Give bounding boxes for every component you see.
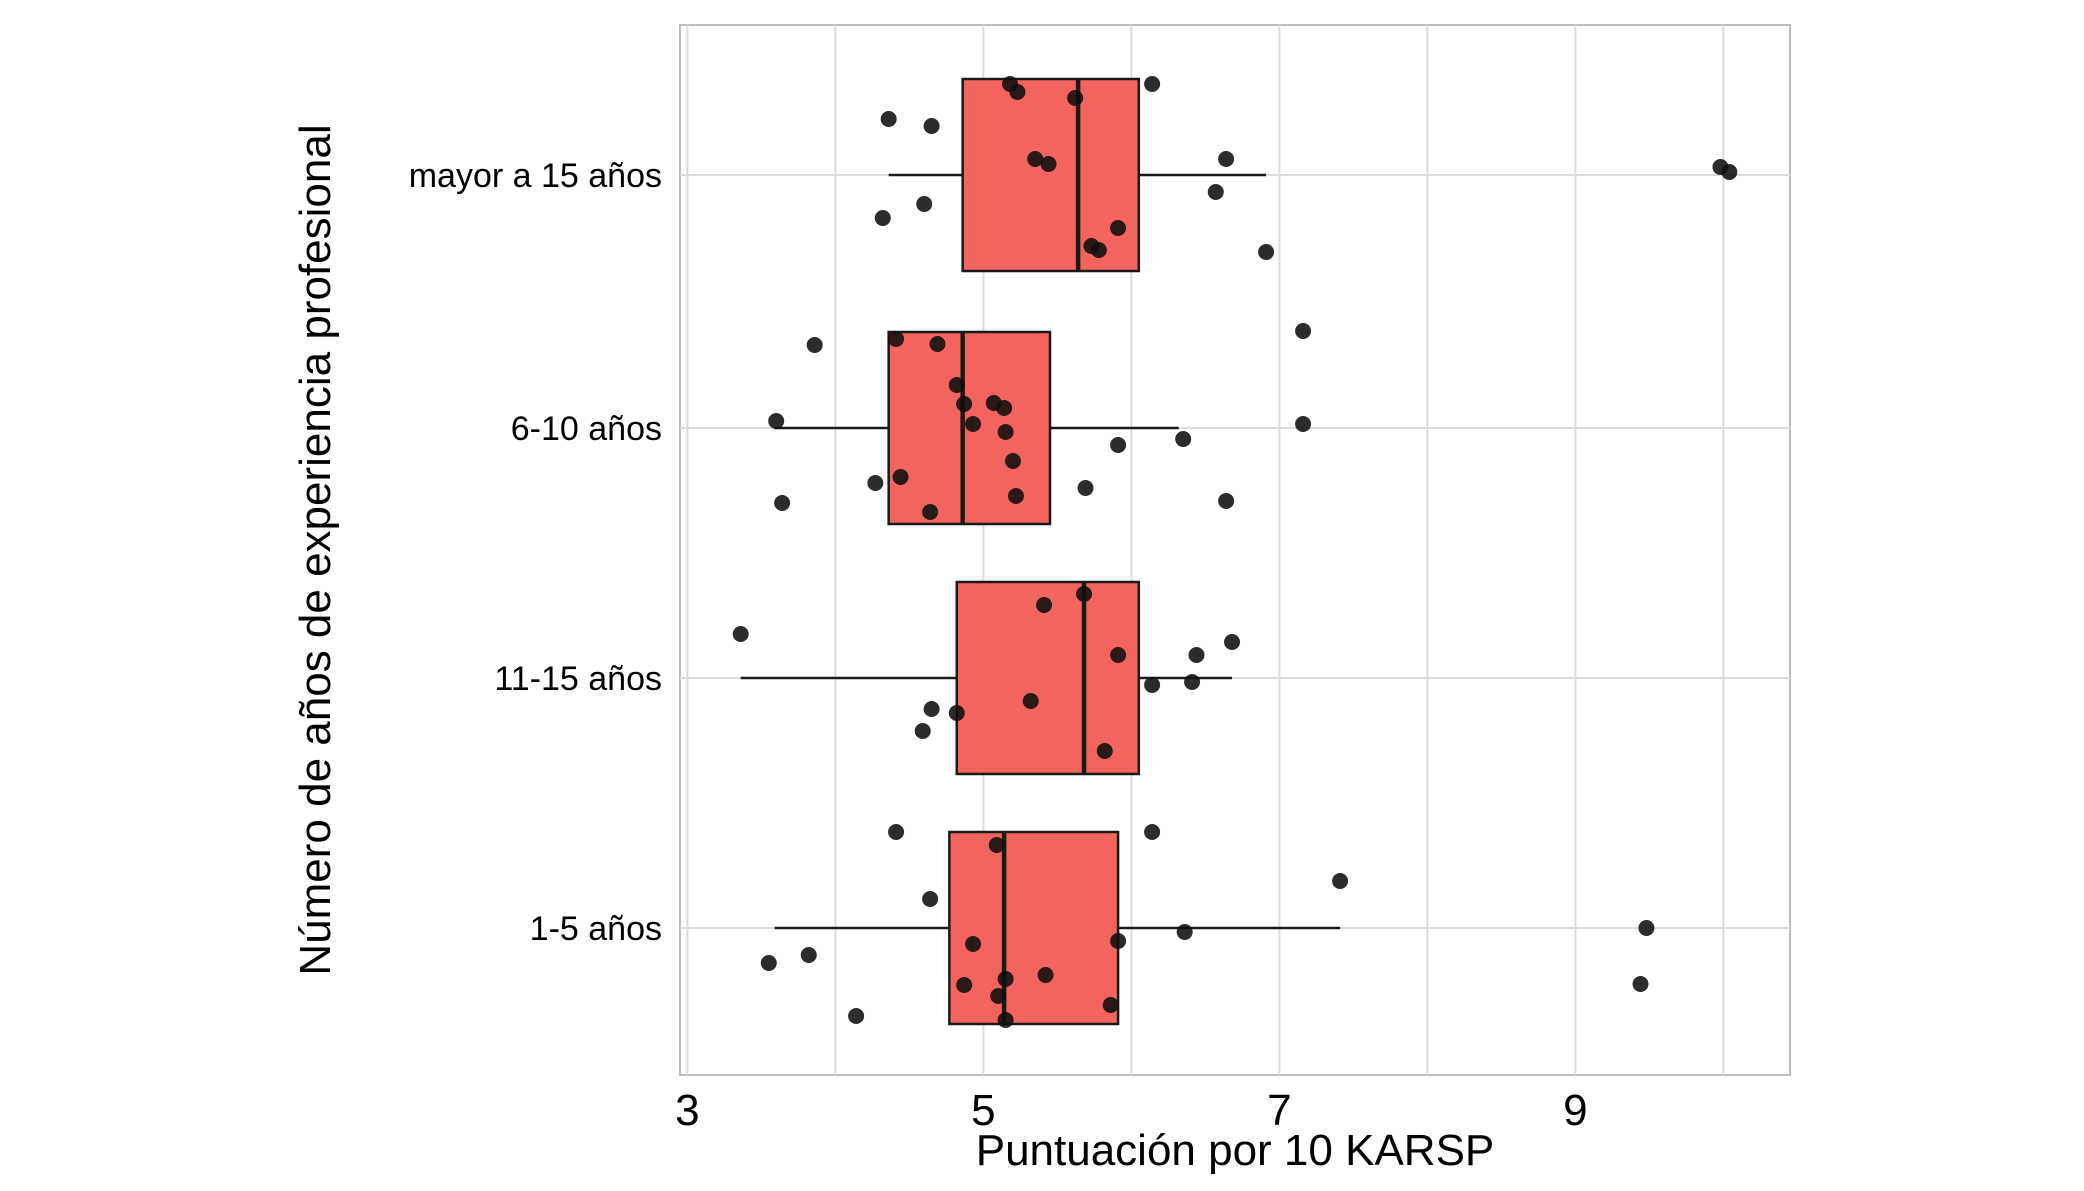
jitter-point: [1022, 693, 1039, 709]
jitter-point: [774, 495, 791, 511]
jitter-point: [990, 988, 1007, 1004]
jitter-point: [1332, 873, 1349, 889]
jitter-point: [965, 936, 982, 952]
jitter-point: [1721, 164, 1738, 180]
jitter-point: [892, 469, 909, 485]
jitter-point: [1144, 824, 1161, 840]
jitter-point: [1207, 184, 1224, 200]
jitter-point: [1110, 437, 1127, 453]
y-category-label: 6-10 años: [511, 410, 662, 448]
jitter-point: [888, 331, 905, 347]
jitter-point: [880, 111, 897, 127]
x-tick-label: 7: [1267, 1086, 1291, 1135]
jitter-point: [888, 824, 905, 840]
jitter-point: [1090, 242, 1107, 258]
jitter-point: [1218, 493, 1235, 509]
box: [961, 77, 1141, 273]
jitter-point: [922, 891, 939, 907]
plot-panel: [679, 24, 1791, 1076]
jitter-point: [1040, 156, 1057, 172]
jitter-point: [1102, 997, 1119, 1013]
jitter-point: [1027, 151, 1044, 167]
jitter-point: [1632, 976, 1649, 992]
jitter-point: [956, 396, 973, 412]
jitter-point: [1144, 76, 1161, 92]
box: [948, 830, 1120, 1026]
x-axis-title: Puntuación por 10 KARSP: [976, 1126, 1495, 1175]
jitter-point: [1009, 84, 1026, 100]
jitter-point: [956, 977, 973, 993]
y-category-label: 11-15 años: [494, 660, 662, 698]
jitter-point: [916, 196, 933, 212]
jitter-point: [1224, 634, 1241, 650]
jitter-point: [1037, 967, 1054, 983]
y-category-label: mayor a 15 años: [409, 157, 662, 195]
chart-layer: mayor a 15 años 6-10 años 11-15 años 1-5 añ…: [409, 25, 1790, 1135]
jitter-point: [1110, 220, 1127, 236]
jitter-point: [867, 475, 884, 491]
x-tick-label: 9: [1563, 1086, 1587, 1135]
jitter-point: [1036, 597, 1053, 613]
jitter-point: [948, 705, 965, 721]
jitter-point: [1096, 743, 1113, 759]
jitter-point: [1067, 90, 1084, 106]
jitter-point: [1144, 677, 1161, 693]
jitter-point: [948, 377, 965, 393]
jitter-point: [1005, 453, 1021, 469]
y-axis-title: Número de años de experiencia profesiona…: [291, 124, 340, 975]
jitter-point: [996, 400, 1013, 416]
jitter-point: [965, 416, 982, 432]
jitter-point: [923, 118, 940, 134]
jitter-point: [800, 947, 817, 963]
jitter-point: [1258, 244, 1275, 260]
jitter-point: [1077, 480, 1094, 496]
jitter-point: [1218, 151, 1235, 167]
jitter-point: [997, 971, 1014, 987]
box: [955, 580, 1141, 776]
jitter-point: [1295, 416, 1312, 432]
x-tick-label: 5: [971, 1086, 995, 1135]
jitter-point: [1076, 586, 1093, 602]
y-category-label: 1-5 años: [530, 910, 662, 948]
jitter-point: [1175, 431, 1192, 447]
jitter-point: [914, 723, 931, 739]
jitter-point: [732, 626, 749, 642]
jitter-point: [988, 837, 1005, 853]
jitter-point: [874, 210, 891, 226]
jitter-point: [1638, 920, 1655, 936]
jitter-point: [1188, 647, 1205, 663]
jitter-point: [929, 336, 946, 352]
jitter-point: [1184, 674, 1201, 690]
jitter-point: [1007, 488, 1024, 504]
jitter-point: [1295, 323, 1312, 339]
jitter-point: [848, 1008, 865, 1024]
x-tick-label: 3: [675, 1086, 699, 1135]
jitter-point: [923, 701, 940, 717]
jitter-point: [1110, 933, 1127, 949]
jitter-point: [997, 424, 1014, 440]
jitter-point: [1176, 924, 1193, 940]
jitter-point: [760, 955, 777, 971]
jitter-point: [768, 413, 785, 429]
jitter-point: [922, 504, 939, 520]
jitter-point: [1110, 647, 1127, 663]
jitter-point: [806, 337, 823, 353]
jitter-point: [997, 1012, 1014, 1028]
